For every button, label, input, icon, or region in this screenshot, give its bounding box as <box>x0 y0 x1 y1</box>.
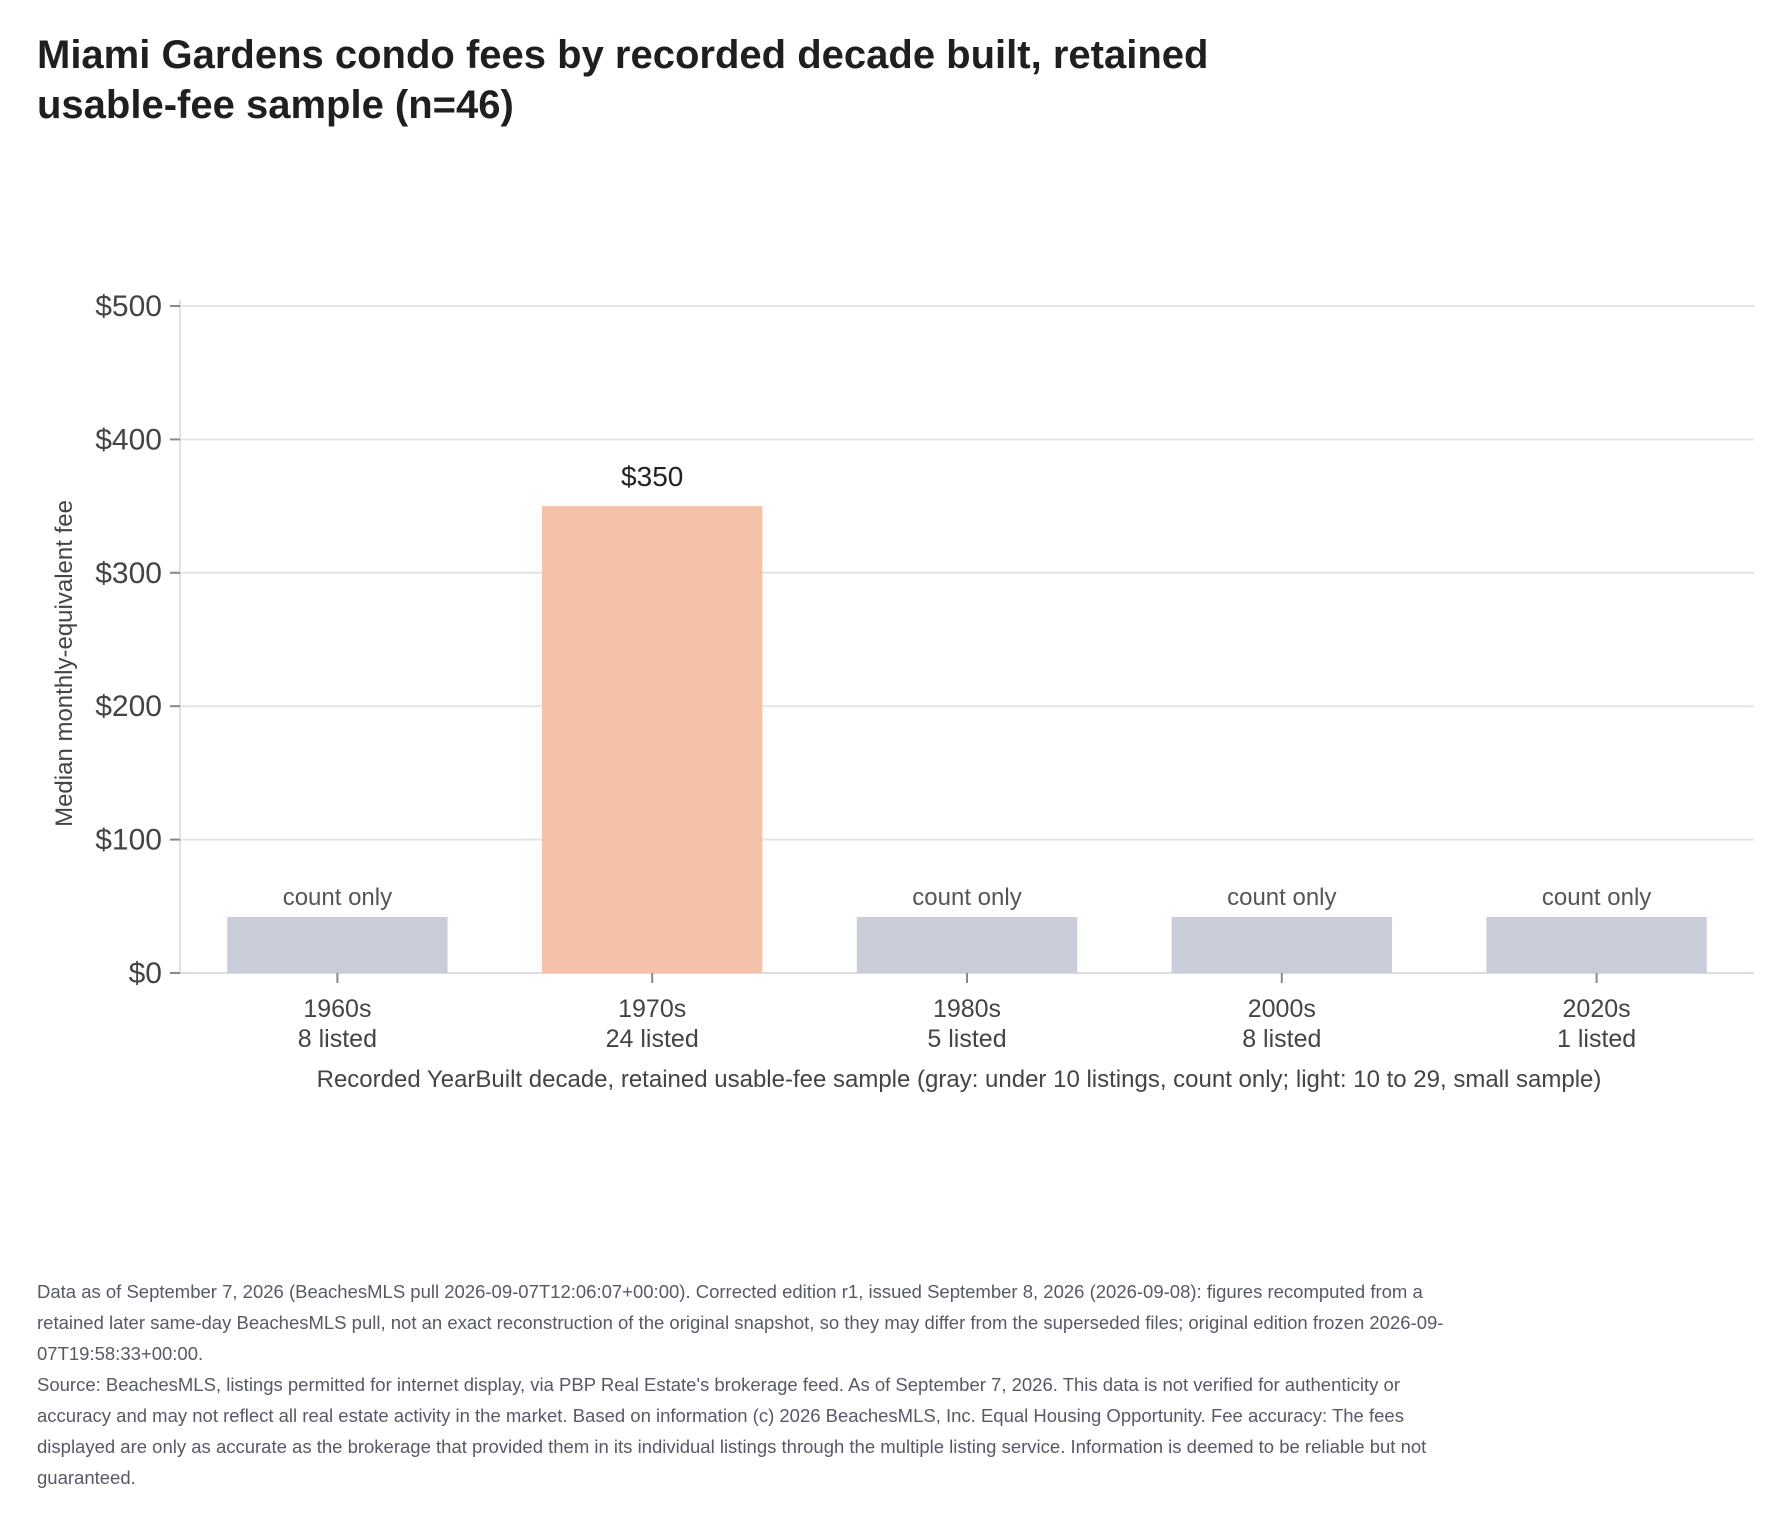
x-tick-label: 2020s <box>1563 995 1631 1023</box>
bars: count only $350 count only count only count … <box>227 461 1707 973</box>
bar <box>856 916 1078 973</box>
y-tick-label: $500 <box>95 290 162 323</box>
bar <box>1486 916 1707 973</box>
bar <box>227 916 448 973</box>
data-label: $350 <box>621 461 683 492</box>
x-axis-label: Recorded YearBuilt decade, retained usab… <box>317 1066 1602 1093</box>
x-tick-label: 1960s <box>303 995 371 1023</box>
bar <box>542 506 763 973</box>
data-note: Data as of September 7, 2026 (BeachesMLS… <box>37 1281 1444 1364</box>
chart-title: Miami Gardens condo fees by recorded dec… <box>37 33 1209 127</box>
y-tick-label: $0 <box>129 957 162 990</box>
y-axis-label: Median monthly-equivalent fee <box>51 500 78 827</box>
x-tick-label: 1980s <box>933 995 1001 1023</box>
x-tick-count: 24 listed <box>606 1025 699 1053</box>
data-label: count only <box>283 884 392 911</box>
bar <box>1171 916 1392 973</box>
x-tick-count: 5 listed <box>927 1025 1006 1053</box>
data-label: count only <box>912 884 1021 911</box>
gridlines <box>180 305 1754 841</box>
y-tick-label: $200 <box>95 690 162 723</box>
x-tick-label: 1970s <box>618 995 686 1023</box>
source-note: Source: BeachesMLS, listings permitted f… <box>37 1374 1427 1488</box>
y-tick-label: $100 <box>95 824 162 857</box>
data-label: count only <box>1542 884 1651 911</box>
footnotes: Data as of September 7, 2026 (BeachesMLS… <box>37 1276 1457 1493</box>
x-tick-count: 1 listed <box>1557 1025 1636 1053</box>
y-tick-label: $400 <box>95 423 162 456</box>
x-tick-label: 2000s <box>1248 995 1316 1023</box>
x-tick-count: 8 listed <box>1242 1025 1321 1053</box>
data-label: count only <box>1227 884 1336 911</box>
y-tick-label: $300 <box>95 557 162 590</box>
y-axis-ticks: $0 $100 $200 $300 $400 $500 <box>95 290 180 990</box>
x-tick-count: 8 listed <box>298 1025 377 1053</box>
axes <box>179 300 1754 974</box>
